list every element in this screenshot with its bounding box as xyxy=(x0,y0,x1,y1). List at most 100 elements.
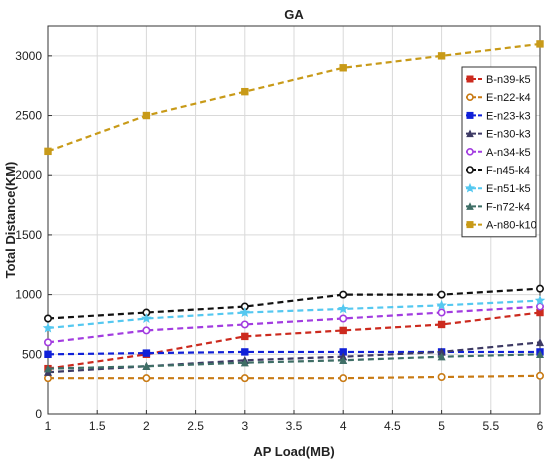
y-tick-label: 3000 xyxy=(15,49,42,63)
y-tick-label: 1000 xyxy=(15,288,42,302)
data-point-marker xyxy=(466,148,474,156)
chart-title: GA xyxy=(284,7,304,22)
data-point-marker xyxy=(337,303,349,314)
y-tick-label: 500 xyxy=(22,347,42,361)
legend-label: A-n80-k10 xyxy=(486,220,537,232)
series-line xyxy=(47,305,541,344)
series-line xyxy=(47,287,541,320)
y-tick-label: 2000 xyxy=(15,168,42,182)
data-point-marker xyxy=(466,129,474,138)
x-tick-label: 3.5 xyxy=(286,419,303,433)
legend-item: E-n22-k4 xyxy=(466,92,531,104)
data-point-marker xyxy=(466,75,474,83)
legend-label: E-n51-k5 xyxy=(486,183,531,195)
data-point-marker xyxy=(44,147,52,156)
data-point-marker xyxy=(466,221,474,229)
data-point-marker xyxy=(339,64,347,72)
data-point-marker xyxy=(437,320,446,329)
x-tick-label: 2 xyxy=(143,419,150,433)
series-E-n51-k5 xyxy=(42,295,546,333)
y-tick-label: 2500 xyxy=(15,109,42,123)
data-point-marker xyxy=(437,372,446,381)
data-point-marker xyxy=(339,290,348,299)
legend-item: B-n39-k5 xyxy=(466,74,531,86)
data-point-marker xyxy=(142,374,151,383)
data-point-marker xyxy=(142,361,151,370)
series-E-n22-k4 xyxy=(43,371,544,383)
data-point-marker xyxy=(535,371,544,380)
series-line xyxy=(48,374,541,380)
data-point-marker xyxy=(466,202,474,210)
data-point-marker xyxy=(339,374,348,383)
x-tick-label: 3 xyxy=(241,419,248,433)
data-point-marker xyxy=(240,374,249,383)
data-point-marker xyxy=(535,284,544,293)
x-tick-label: 4 xyxy=(340,419,347,433)
series-A-n34-k5 xyxy=(43,302,544,347)
legend-item: E-n30-k3 xyxy=(466,129,531,141)
data-point-marker xyxy=(142,326,151,335)
legend-label: E-n22-k4 xyxy=(486,92,531,104)
x-tick-label: 4.5 xyxy=(384,419,401,433)
data-point-marker xyxy=(535,302,544,311)
legend-label: F-n45-k4 xyxy=(486,165,530,177)
series-line xyxy=(47,42,541,153)
y-tick-label: 1500 xyxy=(15,228,42,242)
legend-label: A-n34-k5 xyxy=(486,147,531,159)
y-axis-title: Total Distance(KM) xyxy=(3,162,18,279)
data-point-marker xyxy=(240,358,249,367)
series-group xyxy=(42,40,546,383)
x-tick-label: 5 xyxy=(438,419,445,433)
y-tick-label: 0 xyxy=(35,407,42,421)
data-point-marker xyxy=(339,326,347,335)
legend-item: F-n45-k4 xyxy=(466,165,530,177)
data-point-marker xyxy=(44,350,52,359)
series-F-n72-k4 xyxy=(43,349,545,373)
data-point-marker xyxy=(43,338,52,347)
data-point-marker xyxy=(466,166,474,174)
x-tick-label: 2.5 xyxy=(187,419,204,433)
data-point-marker xyxy=(240,320,249,329)
legend-item: F-n72-k4 xyxy=(466,201,530,213)
data-point-marker xyxy=(43,364,53,373)
data-point-marker xyxy=(339,314,348,323)
data-point-marker xyxy=(42,322,54,333)
data-point-marker xyxy=(464,182,476,193)
data-point-marker xyxy=(241,332,249,341)
x-tick-label: 1.5 xyxy=(89,419,106,433)
series-line xyxy=(47,350,540,356)
legend-item: A-n34-k5 xyxy=(466,147,531,159)
x-tick-label: 6 xyxy=(537,419,544,433)
legend-item: E-n51-k5 xyxy=(464,182,531,195)
legend-label: F-n72-k4 xyxy=(486,201,530,213)
data-point-marker xyxy=(339,355,348,364)
x-tick-label: 1 xyxy=(45,419,52,433)
series-line xyxy=(47,353,541,370)
data-point-marker xyxy=(536,40,544,48)
data-point-marker xyxy=(437,352,446,361)
data-point-marker xyxy=(43,374,52,383)
series-line xyxy=(47,299,541,330)
legend-label: B-n39-k5 xyxy=(486,74,531,86)
data-point-marker xyxy=(535,349,545,359)
data-point-marker xyxy=(466,93,474,101)
x-axis-title: AP Load(MB) xyxy=(253,444,334,459)
data-point-marker xyxy=(239,307,251,317)
data-point-marker xyxy=(535,338,545,347)
series-line xyxy=(47,311,541,370)
legend-item: A-n80-k10 xyxy=(466,220,537,232)
legend-label: E-n23-k3 xyxy=(486,110,531,122)
data-point-marker xyxy=(437,308,446,317)
data-point-marker xyxy=(141,312,152,323)
data-point-marker xyxy=(241,87,249,96)
legend-item: E-n23-k3 xyxy=(466,110,531,122)
data-point-marker xyxy=(241,348,249,356)
legend-label: E-n30-k3 xyxy=(486,129,531,141)
series-A-n80-k10 xyxy=(44,40,544,156)
legend: B-n39-k5 E-n22-k4 E-n23-k3 E-n30-k3 A-n34-k5… xyxy=(461,66,537,238)
data-point-marker xyxy=(142,349,151,357)
data-point-marker xyxy=(466,111,474,119)
